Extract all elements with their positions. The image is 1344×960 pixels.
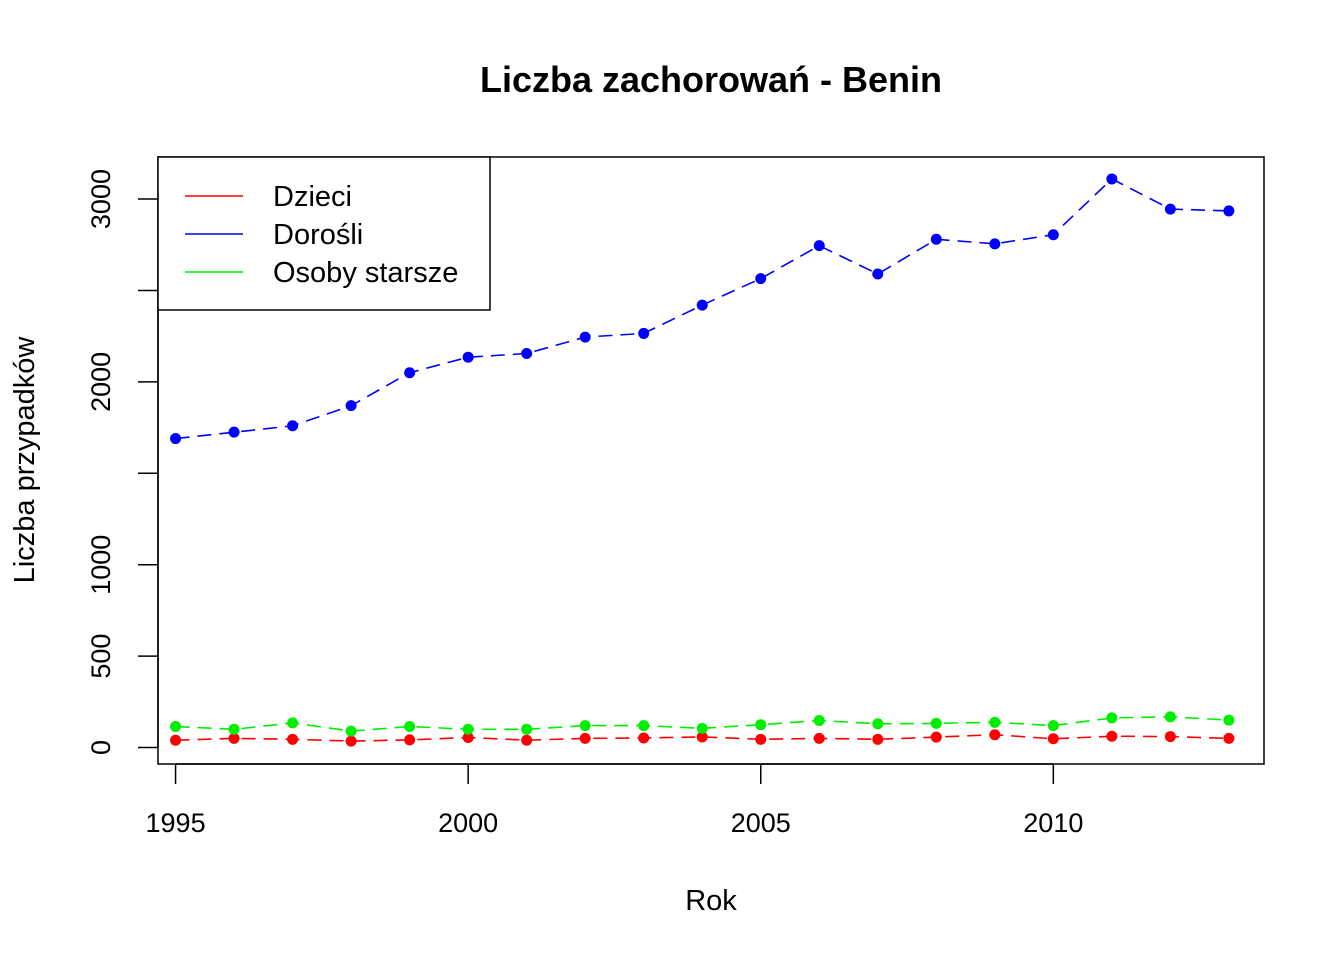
data-point	[696, 299, 708, 311]
chart-title: Liczba zachorowań - Benin	[480, 59, 942, 100]
data-point	[345, 735, 357, 747]
data-point	[579, 331, 591, 343]
data-point	[404, 734, 416, 746]
data-point	[1106, 712, 1118, 724]
data-point	[1106, 730, 1118, 742]
data-point	[521, 734, 533, 746]
data-point	[345, 725, 357, 737]
x-tick-label: 2010	[1023, 808, 1083, 838]
data-point	[1047, 720, 1059, 732]
data-point	[1223, 732, 1235, 744]
data-point	[1223, 205, 1235, 217]
data-point	[638, 732, 650, 744]
data-point	[345, 400, 357, 412]
data-point	[696, 731, 708, 743]
data-point	[170, 433, 182, 445]
data-point	[930, 233, 942, 245]
y-axis-label: Liczba przypadków	[9, 336, 41, 584]
x-axis-label: Rok	[685, 885, 737, 917]
data-point	[287, 420, 299, 432]
data-point	[1164, 731, 1176, 743]
data-point	[228, 426, 240, 438]
data-point	[521, 723, 533, 735]
data-point	[638, 720, 650, 732]
data-point	[170, 721, 182, 733]
data-point	[404, 721, 416, 733]
data-point	[1047, 733, 1059, 745]
data-point	[462, 723, 474, 735]
x-axis: 1995 2000 2005 2010	[146, 763, 1083, 838]
data-point	[228, 723, 240, 735]
data-point	[930, 731, 942, 743]
data-point	[989, 729, 1001, 741]
data-point	[813, 732, 825, 744]
data-point	[1223, 714, 1235, 726]
data-point	[1106, 173, 1118, 185]
data-point	[404, 367, 416, 379]
y-tick-label: 500	[86, 634, 116, 679]
data-point	[579, 720, 591, 732]
data-point	[872, 733, 884, 745]
data-point	[228, 732, 240, 744]
data-point	[755, 719, 767, 731]
x-tick-label: 1995	[146, 808, 206, 838]
data-point	[872, 268, 884, 280]
data-point	[462, 731, 474, 743]
data-point	[1047, 229, 1059, 241]
data-point	[813, 240, 825, 252]
data-point	[287, 733, 299, 745]
y-tick-label: 1000	[86, 535, 116, 595]
data-point	[170, 734, 182, 746]
y-tick-label: 3000	[86, 169, 116, 229]
data-point	[287, 717, 299, 729]
data-point	[696, 722, 708, 734]
data-point	[579, 732, 591, 744]
legend-label: Dzieci	[273, 181, 352, 213]
y-tick-label: 0	[86, 740, 116, 755]
data-point	[521, 348, 533, 360]
data-point	[462, 351, 474, 363]
data-point	[1164, 711, 1176, 723]
x-tick-label: 2005	[731, 808, 791, 838]
x-tick-label: 2000	[438, 808, 498, 838]
data-point	[930, 717, 942, 729]
data-point	[638, 327, 650, 339]
data-point	[872, 718, 884, 730]
series-layer	[170, 173, 1235, 747]
y-tick-label: 2000	[86, 352, 116, 412]
data-point	[989, 716, 1001, 728]
data-point	[1164, 203, 1176, 215]
legend: Dzieci Dorośli Osoby starsze	[157, 156, 491, 311]
data-point	[755, 733, 767, 745]
data-point	[813, 714, 825, 726]
data-point	[989, 238, 1001, 250]
legend-label: Dorośli	[273, 219, 363, 251]
legend-label: Osoby starsze	[273, 257, 458, 289]
y-axis: 0 500 1000 2000 3000	[86, 169, 159, 755]
data-point	[755, 273, 767, 285]
